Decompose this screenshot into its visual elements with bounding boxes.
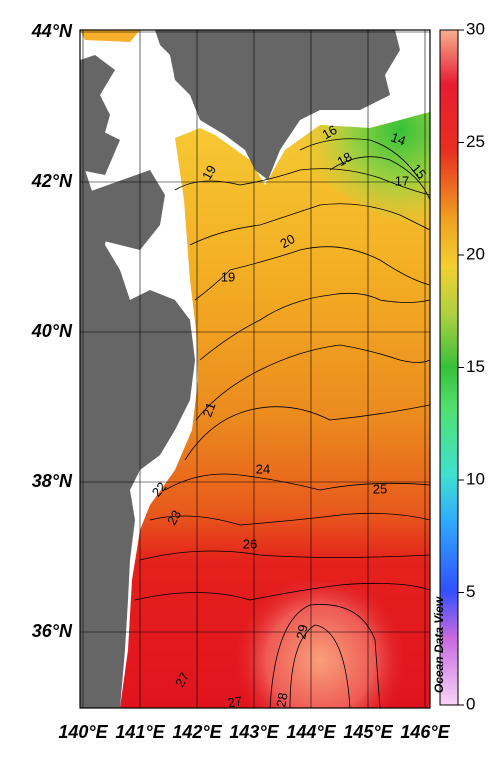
contour-label: 23 bbox=[164, 507, 184, 527]
lat-tick-label: 44°N bbox=[31, 21, 73, 41]
land bbox=[155, 30, 400, 180]
contour-label: 19 bbox=[221, 269, 235, 284]
lon-tick-label: 144°E bbox=[286, 722, 336, 742]
colorbar-tick-label: 0 bbox=[466, 694, 475, 713]
lon-tick-label: 146°E bbox=[400, 722, 450, 742]
lon-tick-label: 141°E bbox=[115, 722, 165, 742]
contour-label: 19 bbox=[199, 162, 219, 182]
contour-label: 20 bbox=[277, 231, 297, 251]
lat-tick-label: 38°N bbox=[32, 471, 73, 491]
colorbar-tick-label: 30 bbox=[466, 19, 485, 38]
lon-tick-label: 142°E bbox=[172, 722, 222, 742]
contour-label: 27 bbox=[172, 669, 192, 689]
contour-label: 28 bbox=[273, 691, 290, 708]
contour-label: 21 bbox=[199, 400, 218, 419]
lon-tick-label: 143°E bbox=[229, 722, 279, 742]
colorbar-tick-label: 5 bbox=[466, 582, 475, 601]
lat-tick-label: 36°N bbox=[32, 621, 73, 641]
data-field bbox=[120, 112, 430, 708]
contour-label: 14 bbox=[389, 129, 408, 148]
contour-label: 16 bbox=[319, 122, 339, 142]
lat-tick-label: 40°N bbox=[31, 321, 73, 341]
contour-label: 24 bbox=[256, 461, 270, 476]
colorbar-tick-label: 25 bbox=[466, 132, 485, 151]
contour-label: 17 bbox=[395, 173, 409, 188]
contour-label: 29 bbox=[293, 623, 310, 640]
map-area bbox=[80, 30, 430, 708]
lon-tick-label: 145°E bbox=[343, 722, 393, 742]
contour-label: 18 bbox=[334, 149, 354, 169]
colorbar-tick-label: 20 bbox=[466, 244, 485, 263]
contour-label: 26 bbox=[243, 536, 257, 551]
contour-label: 27 bbox=[226, 693, 243, 710]
contour-label: 25 bbox=[373, 481, 387, 496]
lon-tick-label: 140°E bbox=[58, 722, 108, 742]
colorbar-tick-label: 15 bbox=[466, 357, 485, 376]
lat-tick-label: 42°N bbox=[31, 171, 73, 191]
colorbar-tick-label: 10 bbox=[466, 469, 485, 488]
watermark: Ocean Data View bbox=[432, 596, 446, 693]
